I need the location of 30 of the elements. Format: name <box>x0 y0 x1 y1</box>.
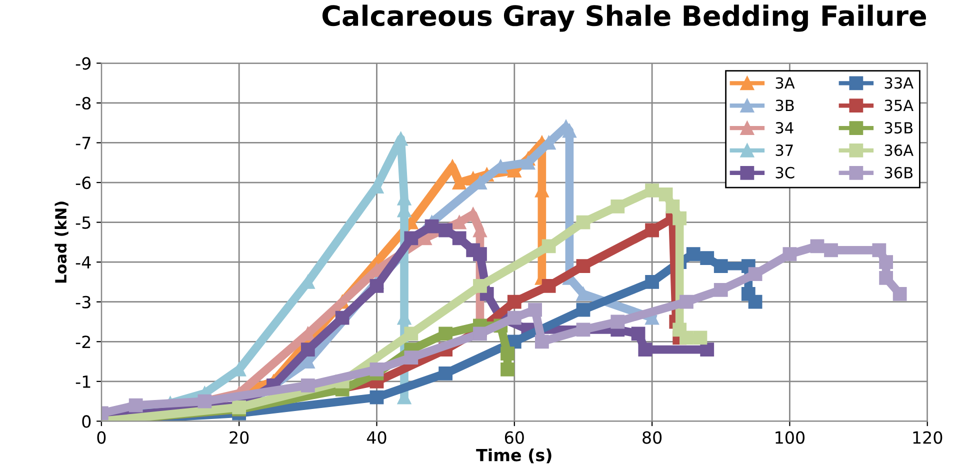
legend-label: 35A <box>884 100 914 112</box>
y-tick-label: -4 <box>76 256 91 268</box>
y-tick-label: -6 <box>76 176 91 190</box>
legend-label: 34 <box>776 122 794 134</box>
legend-label: 3A <box>776 77 795 89</box>
x-axis-title: Time (s) <box>476 448 552 464</box>
x-tick-label: 80 <box>642 431 662 444</box>
x-tick-label: 60 <box>504 431 524 444</box>
legend-label: 3C <box>776 166 794 178</box>
y-axis-title: Load (kN) <box>54 202 68 283</box>
legend-label: 36A <box>884 144 914 156</box>
legend-label: 37 <box>776 144 793 156</box>
y-tick-label: -2 <box>76 336 90 348</box>
y-tick-label: -1 <box>76 376 90 388</box>
legend-label: 35B <box>884 122 913 134</box>
y-tick-label: 0 <box>82 415 91 428</box>
y-tick-label: -7 <box>76 136 90 150</box>
y-tick-label: -3 <box>76 296 90 308</box>
x-tick-label: 120 <box>913 431 942 444</box>
x-tick-label: 40 <box>366 431 386 444</box>
y-tick-label: -9 <box>76 57 91 70</box>
legend-label: 36B <box>884 166 913 178</box>
y-tick-label: -5 <box>76 216 90 229</box>
chart-title: Calcareous Gray Shale Bedding Failure <box>322 4 926 32</box>
legend-label: 33A <box>884 77 914 89</box>
legend-label: 3B <box>776 100 794 112</box>
y-tick-label: -8 <box>76 96 91 110</box>
x-tick-label: 0 <box>97 431 106 444</box>
x-tick-label: 100 <box>776 431 805 444</box>
x-tick-label: 20 <box>230 431 249 444</box>
